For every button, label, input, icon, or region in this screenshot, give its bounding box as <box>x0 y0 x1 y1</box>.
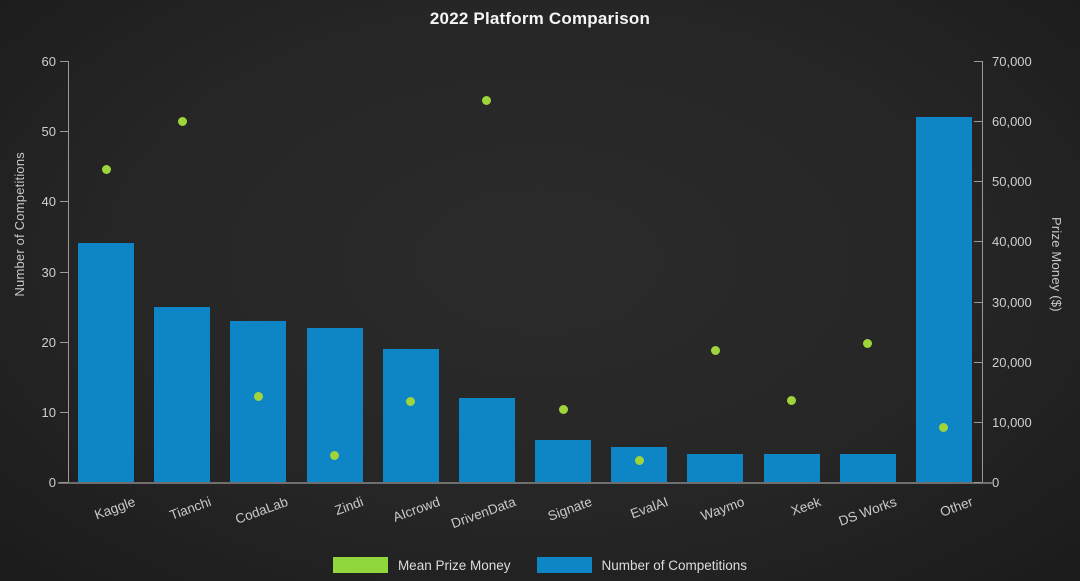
bar-signate <box>535 439 592 482</box>
x-tick-label-evalai: EvalAI <box>628 494 671 522</box>
x-tick-label-kaggle: Kaggle <box>92 494 138 523</box>
bar-tianchi <box>154 306 211 482</box>
x-tick-label-xeek: Xeek <box>788 494 823 519</box>
marker-signate <box>558 404 568 414</box>
x-tick-label-tianchi: Tianchi <box>167 494 214 523</box>
right-tick-mark <box>974 241 982 243</box>
x-tick-label-ds-works: DS Works <box>836 494 899 529</box>
right-tick-label: 0 <box>992 475 1000 490</box>
right-tick-label: 60,000 <box>992 114 1032 130</box>
marker-waymo <box>710 345 720 355</box>
right-tick-label: 40,000 <box>992 234 1032 250</box>
chart-legend: Mean Prize Money Number of Competitions <box>0 557 1080 573</box>
x-tick-label-codalab: CodaLab <box>232 494 290 527</box>
legend-item-mean-prize-money: Mean Prize Money <box>332 557 511 573</box>
legend-label: Number of Competitions <box>601 557 748 573</box>
marker-evalai <box>634 455 644 465</box>
left-tick-label: 40 <box>41 194 56 210</box>
right-tick-label: 20,000 <box>992 354 1032 370</box>
x-tick-label-aicrowd: AIcrowd <box>390 494 442 525</box>
marker-tianchi <box>177 116 187 126</box>
right-axis-title: Prize Money ($) <box>1049 217 1064 312</box>
left-tick-label: 0 <box>48 475 56 490</box>
left-tick-mark <box>60 271 68 273</box>
marker-drivendata <box>482 95 492 105</box>
right-tick-label: 30,000 <box>992 294 1032 310</box>
bar-kaggle <box>78 243 135 482</box>
marker-ds-works <box>863 338 873 348</box>
marker-aicrowd <box>406 396 416 406</box>
right-tick-mark <box>974 181 982 183</box>
bar-other <box>915 117 972 482</box>
right-tick-mark <box>974 421 982 423</box>
bar-codalab <box>230 320 287 482</box>
right-tick-mark <box>974 482 982 483</box>
right-tick-mark <box>974 301 982 303</box>
left-tick-mark <box>60 411 68 413</box>
x-axis-baseline <box>58 482 992 484</box>
marker-xeek <box>787 395 797 405</box>
left-tick-label: 30 <box>41 264 56 280</box>
legend-item-number-of-competitions: Number of Competitions <box>536 557 748 573</box>
chart-title: 2022 Platform Comparison <box>429 9 651 28</box>
marker-codalab <box>253 392 263 402</box>
right-tick-mark <box>974 121 982 123</box>
right-tick-label: 10,000 <box>992 414 1032 430</box>
legend-swatch-blue <box>536 557 592 573</box>
bar-xeek <box>763 453 820 482</box>
left-axis-line <box>68 61 69 482</box>
bar-drivendata <box>458 397 515 482</box>
left-tick-label: 10 <box>41 404 56 420</box>
x-tick-label-waymo: Waymo <box>698 494 747 524</box>
left-tick-label: 60 <box>41 54 56 69</box>
right-tick-mark <box>974 361 982 363</box>
marker-other <box>939 422 949 432</box>
x-tick-label-drivendata: DrivenData <box>449 494 519 532</box>
bar-ds-works <box>839 453 896 482</box>
bar-waymo <box>687 453 744 482</box>
right-axis-line <box>982 61 983 482</box>
right-tick-label: 70,000 <box>992 54 1032 69</box>
x-tick-label-other: Other <box>938 494 976 520</box>
marker-kaggle <box>101 165 111 175</box>
left-tick-label: 50 <box>41 124 56 140</box>
right-tick-label: 50,000 <box>992 174 1032 190</box>
left-tick-mark <box>60 482 68 483</box>
left-tick-mark <box>60 201 68 203</box>
right-tick-mark <box>974 61 982 62</box>
x-tick-label-zindi: Zindi <box>333 494 366 519</box>
left-tick-label: 20 <box>41 334 56 350</box>
legend-label: Mean Prize Money <box>397 557 511 573</box>
legend-swatch-green <box>332 557 388 573</box>
x-tick-label-signate: Signate <box>546 494 595 524</box>
marker-zindi <box>330 451 340 461</box>
left-tick-mark <box>60 131 68 133</box>
left-tick-mark <box>60 341 68 343</box>
bar-aicrowd <box>382 348 439 482</box>
left-tick-mark <box>60 61 68 62</box>
